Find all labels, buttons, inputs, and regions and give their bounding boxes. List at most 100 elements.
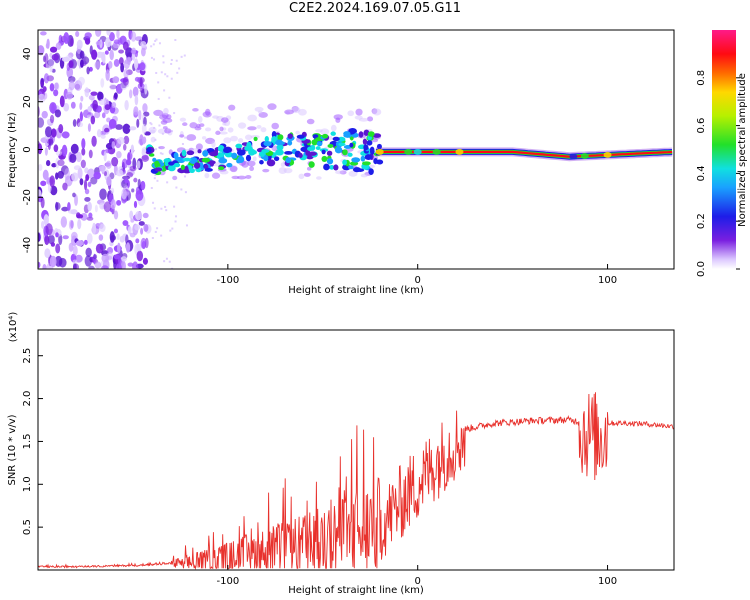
- ridge-blob: [356, 168, 365, 172]
- noise-blob: [55, 172, 59, 180]
- noise-blob: [113, 92, 118, 100]
- ridge-blob: [367, 131, 375, 137]
- ridge-blob: [152, 157, 157, 163]
- halo-blob: [231, 175, 240, 180]
- halo-blob: [215, 130, 221, 136]
- noise-blob: [70, 38, 74, 47]
- noise-blob: [88, 212, 93, 219]
- noise-speck: [156, 227, 159, 230]
- noise-blob: [51, 103, 55, 115]
- noise-blob: [135, 238, 140, 244]
- ridge-blob: [226, 162, 233, 168]
- noise-blob: [142, 212, 149, 219]
- noise-blob: [85, 247, 92, 257]
- ridge-blob: [223, 147, 232, 154]
- ridge-blob: [321, 155, 328, 162]
- noise-speck: [157, 97, 160, 100]
- ridge-blob: [316, 141, 323, 147]
- ridge-blob: [287, 140, 293, 146]
- noise-speck: [153, 177, 156, 180]
- halo-blob: [303, 172, 311, 177]
- noise-blob: [88, 149, 93, 159]
- snr-y-ticks: 0.5 1.0 1.5 2.0 2.5: [22, 348, 43, 535]
- halo-blob: [149, 129, 156, 134]
- noise-blob: [144, 83, 148, 95]
- noise-speck: [184, 191, 187, 194]
- noise-speck: [150, 187, 153, 190]
- halo-blob: [360, 173, 368, 178]
- noise-blob: [116, 199, 122, 206]
- noise-speck: [155, 148, 158, 151]
- noise-speck: [150, 56, 153, 59]
- ridge-blob: [373, 158, 378, 165]
- noise-blob: [70, 143, 79, 154]
- noise-blob: [137, 178, 141, 189]
- noise-blob: [92, 222, 97, 235]
- noise-blob: [140, 180, 146, 191]
- noise-blob: [122, 76, 129, 86]
- halo-blob: [211, 172, 221, 179]
- noise-blob: [54, 82, 59, 90]
- ridge-blob: [209, 151, 219, 157]
- noise-blob: [53, 144, 59, 153]
- x-tick-label: 0: [415, 576, 421, 587]
- snr-plot-area: [38, 330, 674, 570]
- noise-blob: [98, 234, 104, 241]
- noise-speck: [149, 121, 152, 124]
- colorbar-label: Normalized spectral amplitude: [737, 73, 748, 227]
- ridge-blob: [364, 154, 373, 161]
- noise-blob: [101, 112, 106, 119]
- ridge-blob: [351, 157, 361, 163]
- noise-blob: [67, 76, 76, 83]
- noise-speck: [164, 205, 167, 208]
- noise-speck: [154, 230, 157, 233]
- noise-blob: [117, 37, 123, 46]
- noise-blob: [109, 172, 115, 180]
- noise-blob: [54, 255, 63, 267]
- spectrogram-panel: -100 0 100 -40 -20 0 20 40 Height of straight …: [7, 29, 675, 296]
- band-node: [404, 148, 413, 155]
- noise-blob: [90, 115, 96, 125]
- noise-blob: [44, 53, 49, 64]
- snr-x-label: Height of straight line (km): [288, 585, 424, 596]
- noise-blob: [99, 223, 106, 233]
- halo-blob: [280, 162, 286, 168]
- halo-blob: [205, 108, 211, 116]
- noise-blob: [113, 228, 119, 234]
- noise-speck: [183, 54, 186, 57]
- noise-blob: [129, 126, 137, 131]
- ridge-blob: [287, 133, 293, 139]
- noise-blob: [81, 138, 86, 150]
- noise-speck: [180, 55, 183, 58]
- ridge-blob: [218, 166, 225, 171]
- halo-blob: [267, 103, 277, 111]
- ridge-blob: [321, 133, 329, 139]
- noise-blob: [104, 104, 111, 111]
- ridge-blob: [236, 158, 241, 164]
- ridge-blob: [271, 136, 277, 143]
- noise-speck: [184, 175, 187, 178]
- noise-blob: [62, 235, 69, 240]
- halo-blob: [211, 140, 216, 148]
- halo-blob: [158, 145, 165, 150]
- noise-blob: [38, 232, 41, 243]
- noise-blob: [133, 177, 138, 183]
- noise-speck: [168, 96, 171, 99]
- noise-blob: [51, 53, 59, 61]
- halo-blob: [247, 160, 256, 167]
- noise-blob: [134, 95, 139, 106]
- noise-speck: [153, 58, 156, 61]
- noise-blob: [110, 199, 116, 210]
- noise-blob: [80, 159, 86, 169]
- noise-blob: [110, 187, 115, 194]
- noise-blob: [84, 87, 90, 98]
- noise-speck: [164, 73, 167, 76]
- noise-blob: [101, 265, 109, 269]
- noise-blob: [41, 110, 48, 119]
- ridge-blob: [173, 152, 179, 160]
- halo-blob: [247, 126, 257, 131]
- noise-blob: [75, 151, 82, 163]
- colorbar: 0.0 0.2 0.4 0.6 0.8 Normalized spectral ampl…: [696, 30, 748, 277]
- noise-blob: [143, 223, 149, 232]
- halo-blob: [237, 138, 244, 143]
